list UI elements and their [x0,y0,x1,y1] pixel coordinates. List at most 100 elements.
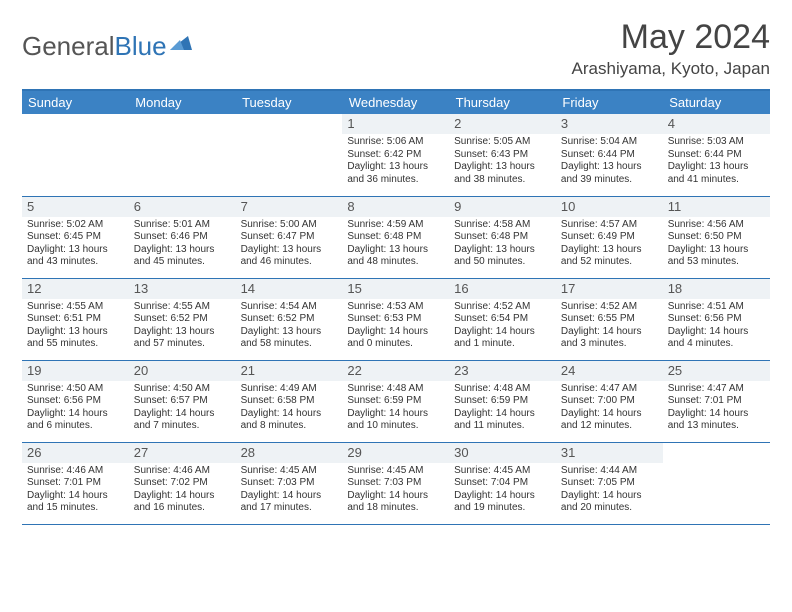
calendar-cell: 24Sunrise: 4:47 AMSunset: 7:00 PMDayligh… [556,360,663,442]
calendar-cell: 15Sunrise: 4:53 AMSunset: 6:53 PMDayligh… [342,278,449,360]
day-number: 2 [449,114,556,134]
day-number: 11 [663,197,770,217]
calendar-cell: 5Sunrise: 5:02 AMSunset: 6:45 PMDaylight… [22,196,129,278]
day-number: 23 [449,361,556,381]
day-details: Sunrise: 5:01 AMSunset: 6:46 PMDaylight:… [134,219,231,269]
day-details: Sunrise: 4:46 AMSunset: 7:02 PMDaylight:… [134,465,231,515]
day-details: Sunrise: 4:49 AMSunset: 6:58 PMDaylight:… [241,383,338,433]
calendar-week: 19Sunrise: 4:50 AMSunset: 6:56 PMDayligh… [22,360,770,442]
location-text: Arashiyama, Kyoto, Japan [572,59,770,79]
logo-text-1: General [22,31,115,62]
day-number: 4 [663,114,770,134]
day-number: 8 [342,197,449,217]
day-number: 13 [129,279,236,299]
calendar-cell: 13Sunrise: 4:55 AMSunset: 6:52 PMDayligh… [129,278,236,360]
day-number: 30 [449,443,556,463]
calendar-table: SundayMondayTuesdayWednesdayThursdayFrid… [22,89,770,525]
calendar-cell: 6Sunrise: 5:01 AMSunset: 6:46 PMDaylight… [129,196,236,278]
day-number: 1 [342,114,449,134]
day-details: Sunrise: 4:57 AMSunset: 6:49 PMDaylight:… [561,219,658,269]
calendar-head: SundayMondayTuesdayWednesdayThursdayFrid… [22,90,770,114]
calendar-cell: 21Sunrise: 4:49 AMSunset: 6:58 PMDayligh… [236,360,343,442]
day-details: Sunrise: 4:52 AMSunset: 6:54 PMDaylight:… [454,301,551,351]
day-number: 29 [342,443,449,463]
calendar-cell: 3Sunrise: 5:04 AMSunset: 6:44 PMDaylight… [556,114,663,196]
day-details: Sunrise: 4:55 AMSunset: 6:51 PMDaylight:… [27,301,124,351]
day-number: 27 [129,443,236,463]
day-number: 21 [236,361,343,381]
day-details: Sunrise: 4:54 AMSunset: 6:52 PMDaylight:… [241,301,338,351]
day-details: Sunrise: 4:44 AMSunset: 7:05 PMDaylight:… [561,465,658,515]
calendar-cell: 20Sunrise: 4:50 AMSunset: 6:57 PMDayligh… [129,360,236,442]
day-number [236,114,343,134]
logo-mark-icon [170,26,192,57]
day-number: 15 [342,279,449,299]
calendar-cell: 28Sunrise: 4:45 AMSunset: 7:03 PMDayligh… [236,442,343,524]
logo: GeneralBlue [22,18,192,67]
calendar-week: 12Sunrise: 4:55 AMSunset: 6:51 PMDayligh… [22,278,770,360]
calendar-cell: 9Sunrise: 4:58 AMSunset: 6:48 PMDaylight… [449,196,556,278]
calendar-cell: 23Sunrise: 4:48 AMSunset: 6:59 PMDayligh… [449,360,556,442]
calendar-cell: 31Sunrise: 4:44 AMSunset: 7:05 PMDayligh… [556,442,663,524]
calendar-week: 26Sunrise: 4:46 AMSunset: 7:01 PMDayligh… [22,442,770,524]
day-number: 18 [663,279,770,299]
day-details: Sunrise: 5:02 AMSunset: 6:45 PMDaylight:… [27,219,124,269]
day-details: Sunrise: 4:56 AMSunset: 6:50 PMDaylight:… [668,219,765,269]
calendar-body: 1Sunrise: 5:06 AMSunset: 6:42 PMDaylight… [22,114,770,524]
day-details: Sunrise: 4:58 AMSunset: 6:48 PMDaylight:… [454,219,551,269]
day-details: Sunrise: 5:04 AMSunset: 6:44 PMDaylight:… [561,136,658,186]
calendar-cell: 30Sunrise: 4:45 AMSunset: 7:04 PMDayligh… [449,442,556,524]
day-details: Sunrise: 4:59 AMSunset: 6:48 PMDaylight:… [347,219,444,269]
calendar-cell: 7Sunrise: 5:00 AMSunset: 6:47 PMDaylight… [236,196,343,278]
day-number: 3 [556,114,663,134]
day-details: Sunrise: 5:00 AMSunset: 6:47 PMDaylight:… [241,219,338,269]
day-number: 25 [663,361,770,381]
day-details: Sunrise: 5:03 AMSunset: 6:44 PMDaylight:… [668,136,765,186]
calendar-cell: 4Sunrise: 5:03 AMSunset: 6:44 PMDaylight… [663,114,770,196]
day-number: 19 [22,361,129,381]
calendar-cell [129,114,236,196]
day-number: 26 [22,443,129,463]
day-number: 14 [236,279,343,299]
day-header: Tuesday [236,90,343,114]
day-header: Friday [556,90,663,114]
title-block: May 2024 Arashiyama, Kyoto, Japan [572,18,770,79]
calendar-cell: 19Sunrise: 4:50 AMSunset: 6:56 PMDayligh… [22,360,129,442]
day-details: Sunrise: 4:50 AMSunset: 6:56 PMDaylight:… [27,383,124,433]
day-number: 20 [129,361,236,381]
calendar-cell [22,114,129,196]
calendar-cell: 8Sunrise: 4:59 AMSunset: 6:48 PMDaylight… [342,196,449,278]
day-number: 28 [236,443,343,463]
calendar-cell: 22Sunrise: 4:48 AMSunset: 6:59 PMDayligh… [342,360,449,442]
day-header: Saturday [663,90,770,114]
day-number [22,114,129,134]
day-number: 9 [449,197,556,217]
day-number [129,114,236,134]
day-header: Thursday [449,90,556,114]
calendar-cell: 27Sunrise: 4:46 AMSunset: 7:02 PMDayligh… [129,442,236,524]
day-number: 22 [342,361,449,381]
calendar-week: 5Sunrise: 5:02 AMSunset: 6:45 PMDaylight… [22,196,770,278]
day-number: 31 [556,443,663,463]
day-details: Sunrise: 4:55 AMSunset: 6:52 PMDaylight:… [134,301,231,351]
day-number: 16 [449,279,556,299]
calendar-cell [236,114,343,196]
day-number: 10 [556,197,663,217]
day-number: 7 [236,197,343,217]
day-number: 12 [22,279,129,299]
calendar-cell [663,442,770,524]
month-title: May 2024 [572,18,770,57]
day-details: Sunrise: 4:47 AMSunset: 7:00 PMDaylight:… [561,383,658,433]
day-details: Sunrise: 4:48 AMSunset: 6:59 PMDaylight:… [347,383,444,433]
calendar-cell: 1Sunrise: 5:06 AMSunset: 6:42 PMDaylight… [342,114,449,196]
calendar-cell: 16Sunrise: 4:52 AMSunset: 6:54 PMDayligh… [449,278,556,360]
calendar-cell: 2Sunrise: 5:05 AMSunset: 6:43 PMDaylight… [449,114,556,196]
header: GeneralBlue May 2024 Arashiyama, Kyoto, … [22,18,770,79]
calendar-cell: 17Sunrise: 4:52 AMSunset: 6:55 PMDayligh… [556,278,663,360]
calendar-cell: 18Sunrise: 4:51 AMSunset: 6:56 PMDayligh… [663,278,770,360]
day-number: 6 [129,197,236,217]
calendar-cell: 29Sunrise: 4:45 AMSunset: 7:03 PMDayligh… [342,442,449,524]
calendar-cell: 12Sunrise: 4:55 AMSunset: 6:51 PMDayligh… [22,278,129,360]
calendar-cell: 10Sunrise: 4:57 AMSunset: 6:49 PMDayligh… [556,196,663,278]
day-header: Monday [129,90,236,114]
